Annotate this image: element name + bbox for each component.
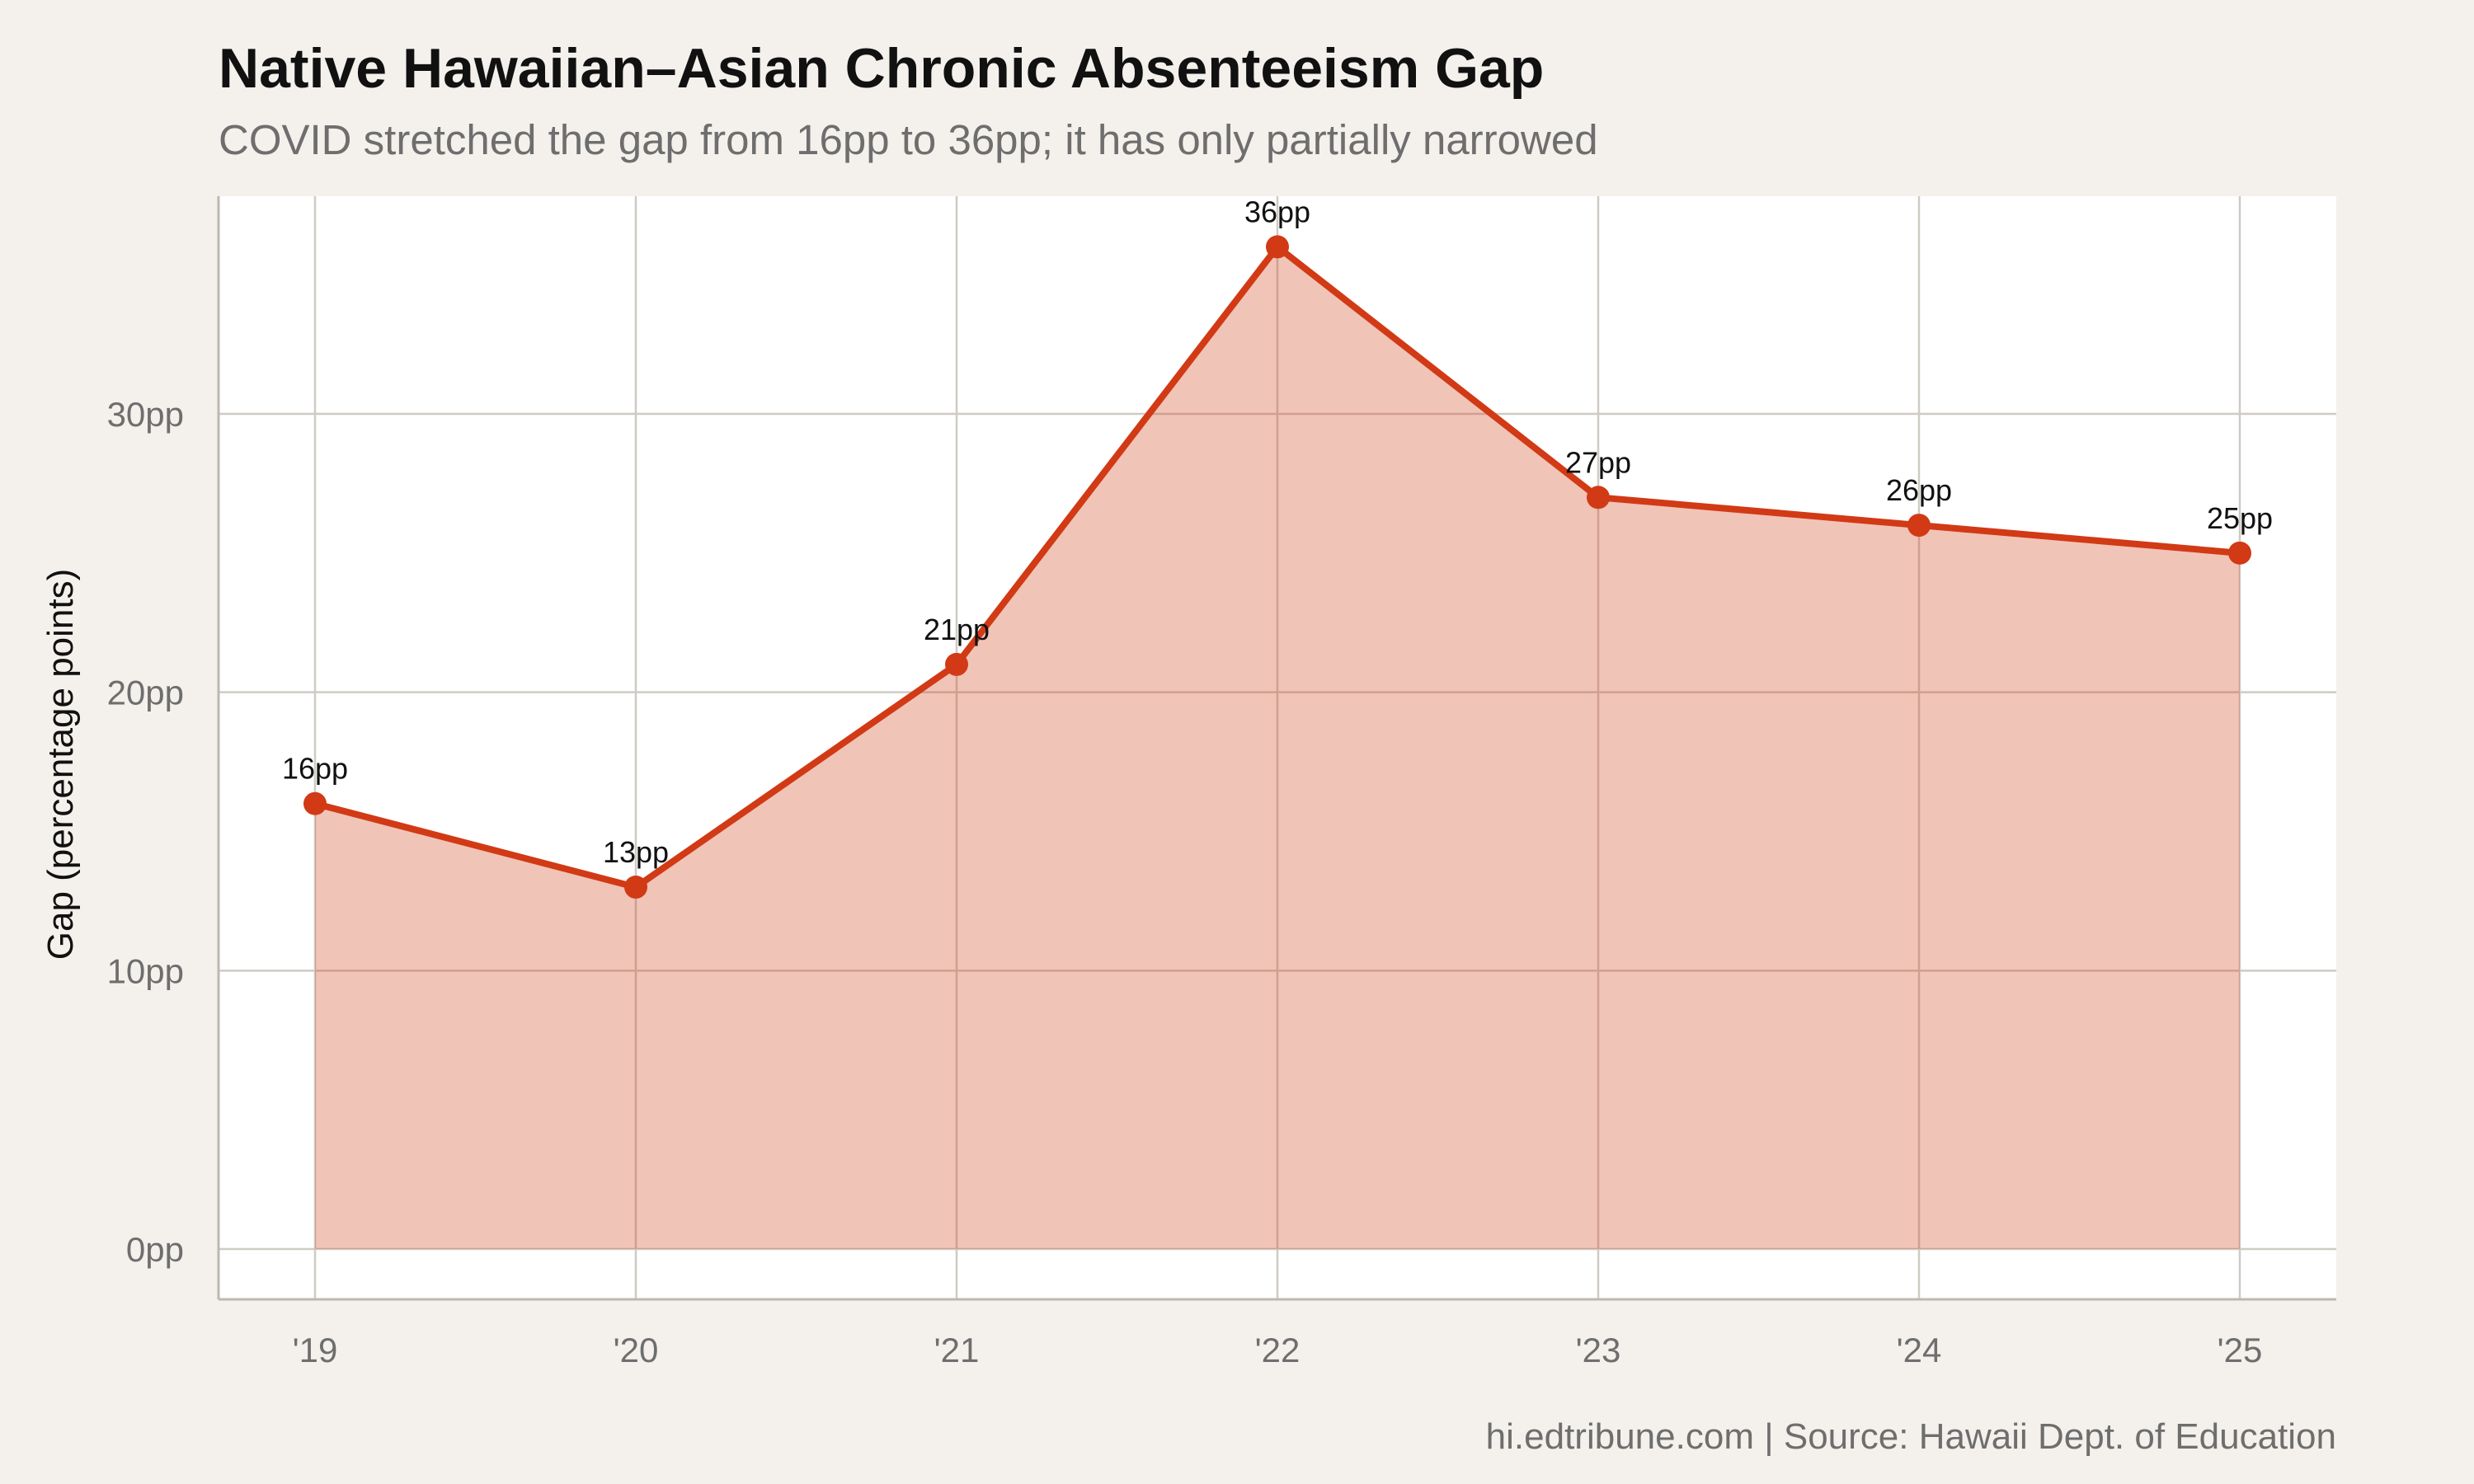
- chart-caption: hi.edtribune.com | Source: Hawaii Dept. …: [1485, 1416, 2336, 1457]
- data-label: 27pp: [1565, 445, 1631, 479]
- y-tick-label: 10pp: [107, 951, 184, 990]
- data-label: 21pp: [924, 613, 990, 646]
- data-point: [945, 652, 968, 676]
- data-point: [1266, 235, 1289, 259]
- y-tick-label: 0pp: [126, 1230, 184, 1269]
- x-tick-label: '22: [1255, 1331, 1300, 1369]
- y-tick-label: 30pp: [107, 395, 184, 434]
- data-label: 13pp: [603, 835, 669, 869]
- data-label: 16pp: [282, 752, 348, 786]
- area-fill: [315, 247, 2240, 1249]
- x-tick-label: '25: [2218, 1331, 2263, 1369]
- data-point: [1587, 486, 1610, 510]
- data-point: [303, 791, 327, 815]
- chart-title: Native Hawaiian–Asian Chronic Absenteeis…: [219, 37, 1545, 100]
- x-tick-label: '23: [1576, 1331, 1621, 1369]
- x-tick-label: '20: [614, 1331, 659, 1369]
- data-label: 26pp: [1886, 473, 1952, 507]
- data-point: [624, 876, 647, 899]
- x-tick-label: '19: [293, 1331, 338, 1369]
- y-tick-label: 20pp: [107, 674, 184, 712]
- data-label: 25pp: [2207, 501, 2273, 535]
- x-tick-label: '24: [1897, 1331, 1942, 1369]
- data-point: [1907, 514, 1931, 538]
- x-tick-label: '21: [934, 1331, 980, 1369]
- data-point: [2228, 541, 2251, 565]
- data-label: 36pp: [1244, 195, 1310, 228]
- y-axis-title: Gap (percentage points): [40, 569, 81, 960]
- chart-subtitle: COVID stretched the gap from 16pp to 36p…: [219, 116, 1598, 163]
